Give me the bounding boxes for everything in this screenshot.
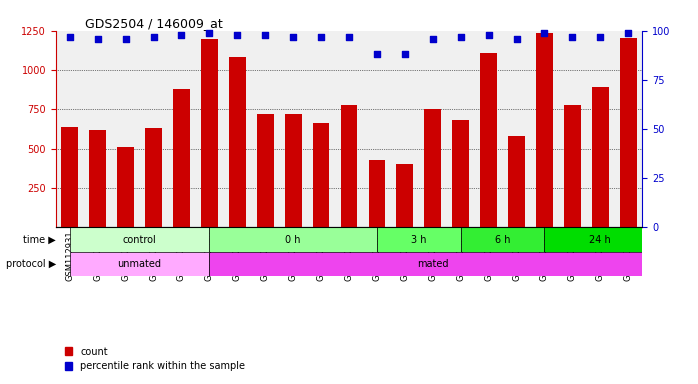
Point: [260, 31, 271, 38]
Point: [623, 30, 634, 36]
Point: [176, 31, 187, 38]
Point: [120, 35, 131, 41]
Bar: [257, 114, 274, 227]
Text: 24 h: 24 h: [589, 235, 611, 245]
Text: GDS2504 / 146009_at: GDS2504 / 146009_at: [85, 17, 223, 30]
Text: time ▶: time ▶: [23, 235, 56, 245]
Bar: [145, 128, 162, 227]
Text: protocol ▶: protocol ▶: [6, 259, 56, 269]
Text: 3 h: 3 h: [411, 235, 426, 245]
Point: [64, 33, 75, 40]
Point: [232, 31, 243, 38]
Point: [427, 35, 438, 41]
Bar: [173, 89, 190, 227]
Bar: [564, 105, 581, 227]
Bar: [377, 227, 461, 252]
Bar: [536, 33, 553, 227]
Bar: [61, 127, 78, 227]
Point: [567, 33, 578, 40]
Bar: [209, 252, 656, 276]
Bar: [461, 227, 544, 252]
Bar: [544, 227, 656, 252]
Point: [483, 31, 494, 38]
Bar: [592, 86, 609, 227]
Bar: [341, 106, 357, 227]
Text: 6 h: 6 h: [495, 235, 510, 245]
Point: [595, 33, 606, 40]
Bar: [117, 147, 134, 227]
Bar: [452, 120, 469, 227]
Point: [288, 33, 299, 40]
Text: 0 h: 0 h: [285, 235, 301, 245]
Bar: [620, 38, 637, 227]
Point: [315, 33, 327, 40]
Bar: [285, 114, 302, 227]
Point: [511, 35, 522, 41]
Legend: count, percentile rank within the sample: count, percentile rank within the sample: [61, 343, 249, 375]
Bar: [70, 252, 209, 276]
Point: [455, 33, 466, 40]
Point: [539, 30, 550, 36]
Bar: [480, 53, 497, 227]
Bar: [313, 123, 329, 227]
Bar: [424, 109, 441, 227]
Text: unmated: unmated: [117, 259, 162, 269]
Bar: [396, 164, 413, 227]
Point: [148, 33, 159, 40]
Text: control: control: [123, 235, 156, 245]
Bar: [70, 227, 209, 252]
Bar: [209, 227, 377, 252]
Bar: [89, 130, 106, 227]
Bar: [201, 38, 218, 227]
Bar: [369, 160, 385, 227]
Point: [399, 51, 410, 57]
Point: [204, 30, 215, 36]
Text: mated: mated: [417, 259, 449, 269]
Point: [92, 35, 103, 41]
Bar: [508, 136, 525, 227]
Point: [343, 33, 355, 40]
Bar: [229, 58, 246, 227]
Point: [371, 51, 383, 57]
